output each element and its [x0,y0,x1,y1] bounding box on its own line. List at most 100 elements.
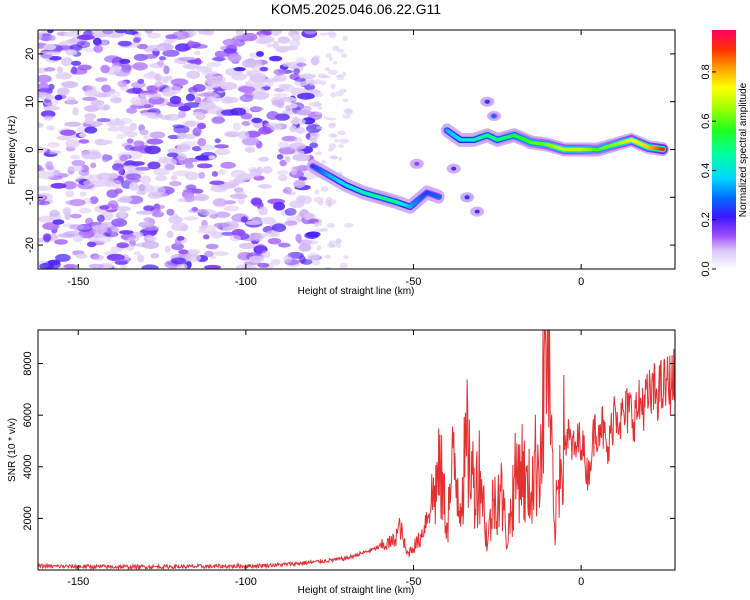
heatmap-noise-cell [56,66,64,74]
heatmap-noise-cell [250,197,263,206]
heatmap-noise-cell [146,236,158,242]
heatmap-noise-cell [335,90,344,97]
heatmap-noise-cell [117,167,124,175]
heatmap-noise-cell [220,161,237,169]
heatmap-noise-cell [45,51,61,56]
heatmap-noise-cell [56,45,74,51]
heatmap-noise-cell [198,101,216,111]
heatmap-noise-cell [338,157,343,161]
heatmap-noise-cell [113,188,123,194]
heatmap-noise-cell [234,187,244,193]
colorbar-tick-label: 0.8 [700,64,712,79]
heatmap-noise-cell [343,222,354,228]
heatmap-noise-cell [215,211,231,218]
heatmap-noise-cell [82,48,97,53]
heatmap-noise-cell [107,200,119,209]
heatmap-noise-cell [192,83,206,92]
heatmap-noise-cell [100,64,110,74]
heatmap-noise-cell [258,206,268,216]
heatmap-noise-cell [328,123,336,129]
heatmap-noise-cell [154,73,163,82]
heatmap-noise-cell [249,83,267,88]
heatmap-noise-cell [312,104,322,108]
heatmap-noise-cell [162,158,177,167]
heatmap-noise-cell [205,243,219,250]
heatmap-noise-cell [196,163,213,169]
heatmap-noise-cell [158,56,167,61]
colorbar-tick-label: 0.4 [700,163,712,178]
heatmap-noise-cell [123,165,137,171]
heatmap-noise-cell [170,257,187,265]
heatmap-noise-cell [84,117,94,125]
heatmap-noise-cell [46,165,55,171]
heatmap-noise-cell [339,262,348,269]
heatmap-noise-cell [168,215,183,224]
heatmap-noise-cell [138,184,146,192]
heatmap-noise-cell [320,80,327,86]
heatmap-noise-cell [126,138,134,144]
heatmap-noise-cell [287,251,304,259]
heatmap-noise-cell [292,166,304,171]
heatmap-noise-cell [172,31,190,40]
heatmap-noise-cell [183,102,201,108]
heatmap-noise-cell [53,169,61,177]
snr-x-ticks: -150 -100 -50 0 [67,330,584,588]
heatmap-noise-cell [317,73,328,79]
heatmap-noise-cell [334,138,339,143]
heatmap-noise-cell [144,30,153,34]
heatmap-noise-cell [330,92,337,98]
x-tick-label: -100 [235,276,257,288]
heatmap-noise-cell [288,103,298,109]
heatmap-noise-cell [140,175,152,185]
heatmap-noise-cell [84,105,100,112]
heatmap-noise-cell [212,198,228,207]
heatmap-noise-cell [324,266,332,269]
heatmap-noise-cell [337,48,345,53]
heatmap-noise-cell [84,89,101,97]
heatmap-noise-cell [71,159,86,167]
heatmap-noise-cell [314,223,319,227]
heatmap-noise-cell [141,264,159,269]
heatmap-noise-cell [225,44,238,54]
heatmap-noise-cell [104,55,121,63]
heatmap-noise-cell [207,230,219,235]
heatmap-noise-cell [192,127,202,137]
heatmap-noise-cell [93,224,102,231]
heatmap-noise-cell [49,209,60,217]
heatmap-noise-cell [342,114,351,119]
x-tick-label: -50 [406,276,422,288]
y-tick-label: 0 [24,146,36,152]
heatmap-noise-cell [69,44,83,52]
heatmap-noise-cell [312,259,321,266]
heatmap-noise-cell [176,153,187,161]
heatmap-noise-cell [271,223,287,233]
heatmap-noise-cell [161,88,175,97]
heatmap-noise-cell [330,83,336,90]
heatmap-noise-cell [248,255,265,263]
heatmap-noise-cell [178,249,189,255]
heatmap-noise-cell [277,36,290,44]
heatmap-noise-cell [231,73,247,81]
heatmap-noise-cell [228,179,247,184]
heatmap-noise-cell [342,35,348,41]
heatmap-noise-cell [48,35,56,41]
heatmap-noise-cell [321,159,326,164]
heatmap-noise-cell [140,112,157,117]
heatmap-noise-cell [285,98,298,104]
heatmap-noise-cell [199,144,216,151]
heatmap-noise-cell [48,83,55,91]
heatmap-noise-cell [193,193,210,202]
heatmap-noise-cell [324,200,332,206]
heatmap-noise-cell [78,169,90,176]
heatmap-noise-cell [38,32,43,41]
heatmap-noise-cell [343,108,353,114]
heatmap-noise-cell [283,254,292,264]
heatmap-noise-cell [117,80,128,88]
heatmap-noise-cell [147,161,161,170]
heatmap-noise-cell [166,208,175,216]
heatmap-noise-cell [186,70,201,79]
heatmap-noise-cell [176,263,188,269]
heatmap-noise-cell [57,87,70,96]
heatmap-noise-cell [54,94,63,101]
